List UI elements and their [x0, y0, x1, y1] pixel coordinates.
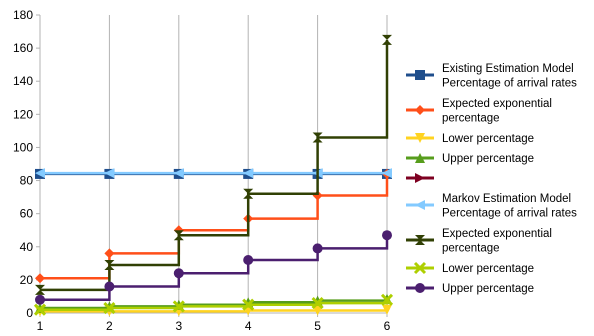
x-tick-label: 6 — [384, 319, 391, 333]
legend-marker — [415, 70, 425, 80]
y-tick-label: 60 — [20, 207, 34, 221]
data-point — [173, 168, 184, 179]
series-line-1 — [40, 173, 389, 280]
legend-label: percentage — [442, 113, 500, 125]
legend-label: Markov Estimation Model — [442, 193, 571, 205]
legend-label: Lower percentage — [442, 133, 534, 145]
data-point — [382, 34, 392, 45]
data-point — [103, 301, 116, 315]
legend-marker — [415, 133, 425, 143]
data-point — [104, 259, 115, 270]
y-tick-label: 0 — [26, 306, 33, 320]
data-point — [312, 132, 323, 143]
legend-label: percentage — [442, 243, 500, 255]
y-tick-label: 180 — [13, 8, 33, 22]
data-point — [35, 294, 45, 305]
data-point — [243, 188, 254, 199]
series-5 — [35, 168, 392, 179]
data-point — [382, 168, 392, 179]
legend-item-3: Upper percentage — [406, 153, 534, 165]
data-point — [35, 273, 45, 284]
data-point — [312, 305, 323, 316]
data-point — [242, 298, 255, 311]
data-point — [312, 243, 323, 254]
x-tick-label: 2 — [106, 319, 113, 333]
y-axis-ticks: 0 20 40 60 80 100 120 140 160 180 — [13, 8, 40, 320]
legend-item-2: Lower percentage — [406, 133, 534, 145]
legend-marker — [415, 153, 425, 163]
series-7 — [33, 293, 394, 316]
legend: Existing Estimation Model Percentage of a… — [406, 63, 577, 295]
series-line-6 — [40, 39, 389, 292]
grid-lines — [39, 15, 388, 313]
data-point — [104, 248, 115, 259]
legend-label: Expected exponential — [442, 228, 552, 240]
y-tick-label: 160 — [13, 41, 33, 55]
legend-item-8: Upper percentage — [406, 283, 534, 295]
data-point — [35, 168, 45, 179]
y-tick-label: 140 — [13, 74, 33, 88]
legend-item-6: Expected exponential percentage — [406, 228, 552, 255]
data-point — [33, 303, 47, 316]
y-tick-label: 20 — [20, 273, 34, 287]
x-tick-label: 4 — [245, 319, 252, 333]
data-point — [382, 304, 392, 315]
data-point — [243, 168, 254, 179]
data-point — [243, 255, 254, 266]
y-tick-label: 120 — [13, 107, 33, 121]
legend-item-7: Lower percentage — [406, 261, 534, 275]
data-point — [382, 230, 392, 241]
legend-label: Percentage of arrival rates — [442, 208, 577, 220]
legend-label: Expected exponential — [442, 98, 552, 110]
legend-item-5: Markov Estimation Model Percentage of arr… — [406, 193, 577, 220]
y-tick-label: 80 — [20, 174, 34, 188]
series-8 — [35, 230, 392, 305]
legend-marker — [415, 105, 425, 115]
y-tick-label: 40 — [20, 240, 34, 254]
data-point — [173, 230, 184, 241]
data-point — [104, 168, 115, 179]
legend-marker — [415, 200, 425, 210]
legend-item-1: Expected exponential percentage — [406, 98, 552, 125]
x-tick-label: 5 — [314, 319, 321, 333]
legend-marker — [415, 235, 425, 245]
data-point — [311, 297, 324, 310]
y-tick-label: 100 — [13, 140, 33, 154]
legend-label: Existing Estimation Model — [442, 63, 574, 75]
legend-label: Percentage of arrival rates — [442, 78, 577, 90]
legend-item-4 — [406, 173, 434, 183]
legend-marker — [413, 261, 427, 275]
legend-label: Upper percentage — [442, 153, 534, 165]
legend-label: Upper percentage — [442, 283, 534, 295]
data-point — [172, 300, 185, 313]
series-group — [33, 34, 394, 317]
data-point — [173, 268, 184, 279]
data-point — [104, 281, 115, 292]
x-axis-ticks: 1 2 3 4 5 6 — [37, 313, 391, 333]
x-tick-label: 3 — [175, 319, 182, 333]
series-1 — [35, 168, 392, 284]
series-6 — [35, 34, 392, 295]
legend-label: Lower percentage — [442, 263, 534, 275]
axes — [39, 15, 387, 314]
legend-marker — [415, 173, 425, 183]
legend-marker — [415, 283, 425, 293]
x-tick-label: 1 — [37, 319, 44, 333]
data-point — [35, 284, 45, 295]
data-point — [380, 293, 394, 306]
legend-item-0: Existing Estimation Model Percentage of a… — [406, 63, 577, 90]
